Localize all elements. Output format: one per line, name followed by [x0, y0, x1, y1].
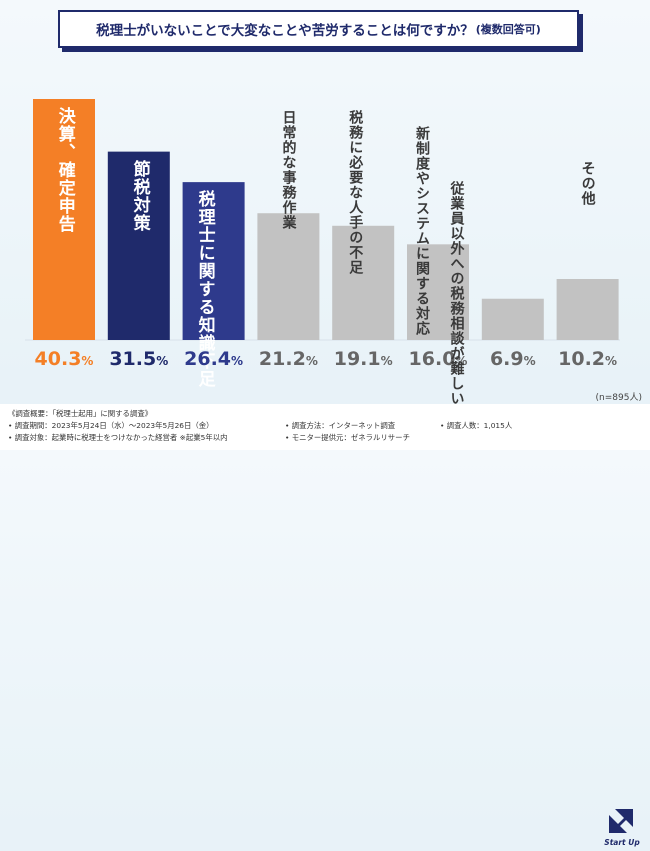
- survey-method: • 調査方法：インターネット調査: [285, 421, 396, 430]
- value-number-1: 40.3: [34, 348, 82, 370]
- survey-period: • 調査期間：2023年5月24日（水）〜2023年5月26日（金）: [8, 421, 214, 430]
- value-number-8: 10.2: [558, 348, 606, 370]
- value-label-2: 31.5%: [108, 348, 170, 370]
- bar-label-4: 日常的な事務作業: [280, 110, 297, 230]
- bar-label-2: 節税対策: [129, 159, 150, 232]
- startup-logo: Start Up: [599, 809, 645, 851]
- bar-label-6: 新制度やシステムに関する対応: [413, 126, 430, 337]
- bar-label-1: 決算、確定申告: [54, 107, 75, 233]
- value-number-2: 31.5: [109, 348, 157, 370]
- value-label-7: 6.9%: [482, 348, 544, 370]
- value-label-1: 40.3%: [33, 348, 95, 370]
- bar-chart: [25, 99, 620, 341]
- bar-label-5: 税務に必要な人手の不足: [347, 110, 364, 275]
- survey-provider: • モニター提供元：ゼネラルリサーチ: [285, 433, 410, 442]
- value-unit-1: %: [81, 354, 94, 368]
- value-label-4: 21.2%: [257, 348, 319, 370]
- value-number-5: 19.1: [333, 348, 381, 370]
- bar-label-7: 従業員以外への税務相談が難しい: [448, 180, 465, 406]
- value-number-3: 26.4: [184, 348, 232, 370]
- bar-1: [33, 99, 95, 340]
- survey-heading: 《調査概要：「税理士起用」に関する調査》: [8, 409, 153, 418]
- bar-label-8: その他: [579, 161, 596, 206]
- value-label-3: 26.4%: [183, 348, 245, 370]
- value-label-8: 10.2%: [557, 348, 619, 370]
- value-number-6: 16.0: [408, 348, 456, 370]
- survey-footer: 《調査概要：「税理士起用」に関する調査》 • 調査期間：2023年5月24日（水…: [0, 404, 650, 847]
- chart-title-sub: (複数回答可): [475, 23, 541, 36]
- startup-logo-mark: [609, 809, 633, 833]
- bar-7: [481, 298, 544, 340]
- bar-label-3: 税理士に関する知識不足: [194, 190, 215, 389]
- value-unit-4: %: [305, 354, 318, 368]
- bar-4: [257, 213, 320, 340]
- bar-3: [182, 182, 245, 340]
- bar-8: [556, 279, 619, 340]
- value-label-5: 19.1%: [332, 348, 394, 370]
- value-label-6: 16.0%: [407, 348, 469, 370]
- survey-target: • 調査対象：起業時に税理士をつけなかった経営者 ※起業5年以内: [8, 433, 228, 442]
- survey-count: • 調査人数：1,015人: [440, 421, 513, 430]
- bar-2: [107, 151, 170, 340]
- bar-6: [407, 244, 469, 340]
- chart-title: 税理士がいないことで大変なことや苦労することは何ですか？ (複数回答可): [58, 10, 579, 48]
- value-unit-5: %: [380, 354, 393, 368]
- startup-logo-text: Start Up: [604, 838, 640, 847]
- value-unit-8: %: [605, 354, 618, 368]
- value-unit-3: %: [231, 354, 244, 368]
- value-unit-7: %: [523, 354, 536, 368]
- chart-title-main: 税理士がいないことで大変なことや苦労することは何ですか？: [96, 23, 474, 39]
- value-number-4: 21.2: [258, 348, 306, 370]
- value-number-7: 6.9: [489, 348, 524, 370]
- value-unit-6: %: [455, 354, 468, 368]
- bar-5: [332, 225, 395, 340]
- value-unit-2: %: [156, 354, 169, 368]
- sample-size: (n=895人): [595, 393, 642, 403]
